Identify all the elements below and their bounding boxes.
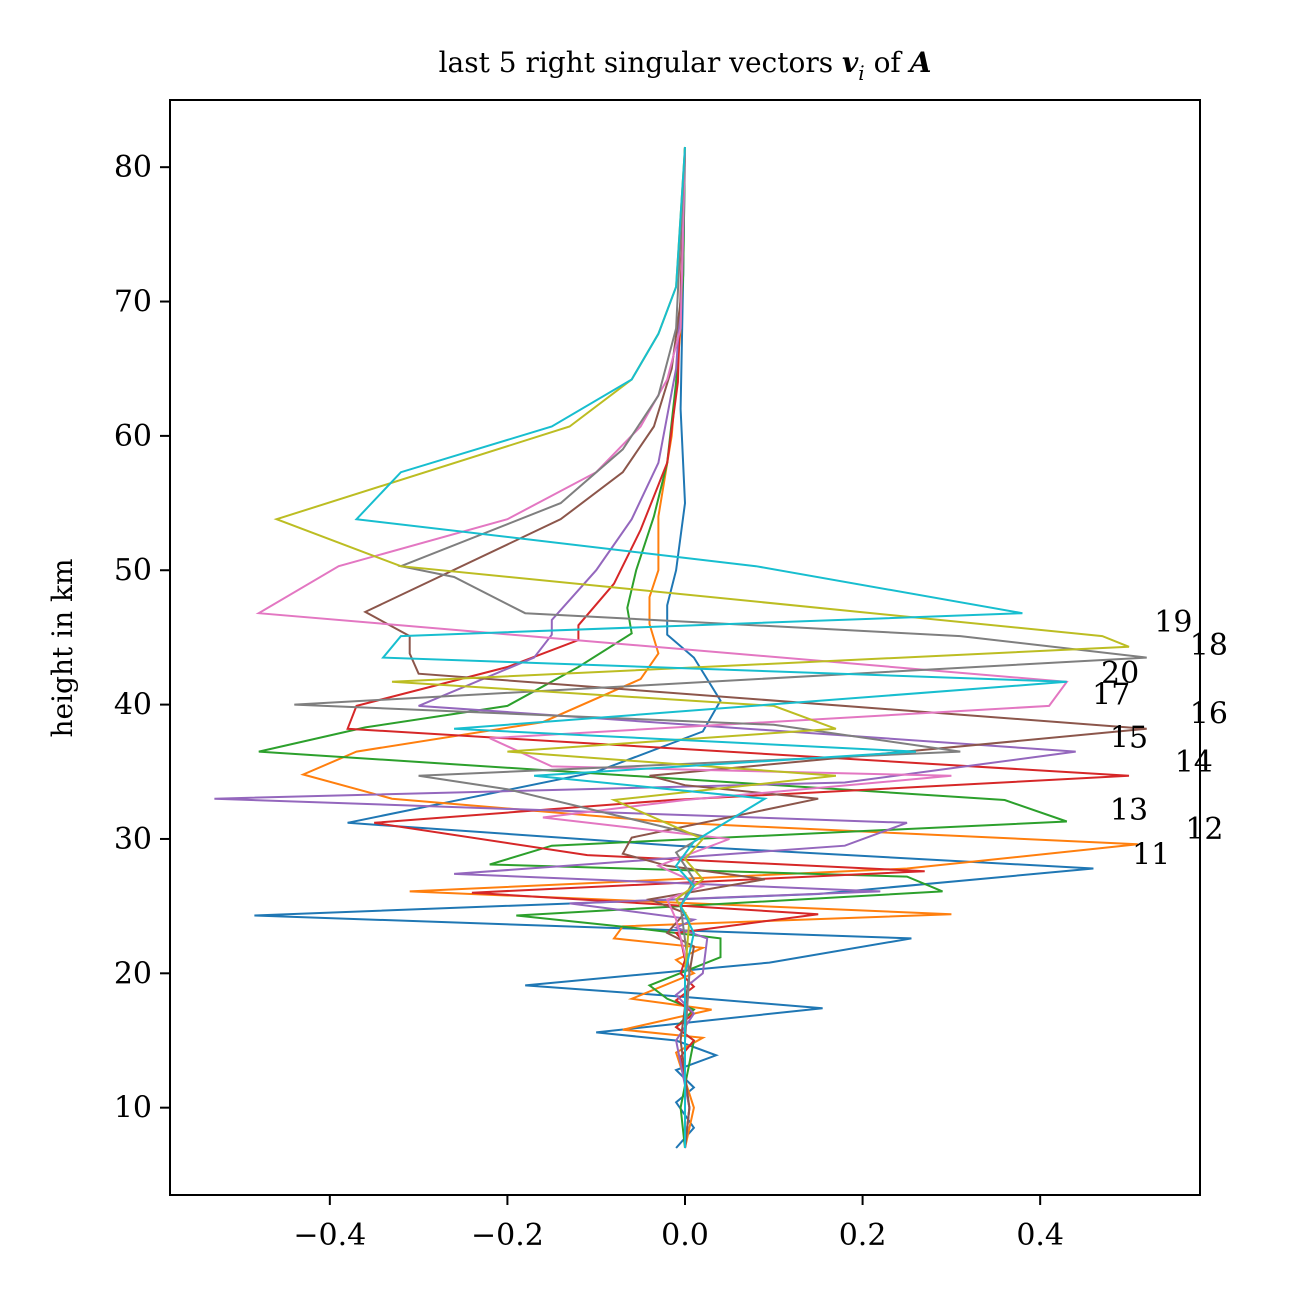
series-line-4 [346,146,1130,1149]
y-tick-label: 40 [114,688,152,723]
series-index-label: 13 [1110,793,1148,828]
x-tick-label: 0.4 [1016,1218,1064,1253]
series-index-label: 20 [1101,656,1139,691]
series-index-label: 15 [1110,721,1148,756]
series-index-label: 11 [1132,837,1170,872]
series-index-label: 18 [1190,628,1228,663]
y-tick-label: 50 [114,553,152,588]
y-tick-label: 10 [114,1091,152,1126]
y-tick-label: 80 [114,150,152,185]
series-index-label: 19 [1154,605,1192,640]
series-line-10 [354,146,1067,1148]
x-tick-label: 0.2 [839,1218,887,1253]
series-line-9 [273,146,1130,1148]
y-tick-label: 70 [114,285,152,320]
series-line-2 [300,146,1138,1149]
series-index-label: 17 [1092,678,1130,713]
series-line-8 [294,146,1147,1148]
chart-title: last 5 right singular vectors vi of A [439,46,932,85]
series-index-label: 14 [1175,745,1213,780]
y-tick-label: 60 [114,419,152,454]
series-layer [214,146,1147,1149]
series-line-7 [255,146,1069,1148]
y-axis-label: height in km [46,558,79,737]
y-axis: 10 20 30 40 50 60 70 80 [114,150,170,1126]
x-tick-label: −0.2 [471,1218,544,1253]
x-tick-label: −0.4 [293,1218,366,1253]
x-tick-label: 0.0 [661,1218,709,1253]
series-line-1 [254,146,1094,1149]
x-axis: −0.4 −0.2 0.0 0.2 0.4 [293,1195,1064,1253]
y-tick-label: 20 [114,956,152,991]
series-index-label: 16 [1190,696,1228,731]
series-index-label: 12 [1185,812,1223,847]
y-tick-label: 30 [114,822,152,857]
series-line-6 [363,146,1147,1149]
